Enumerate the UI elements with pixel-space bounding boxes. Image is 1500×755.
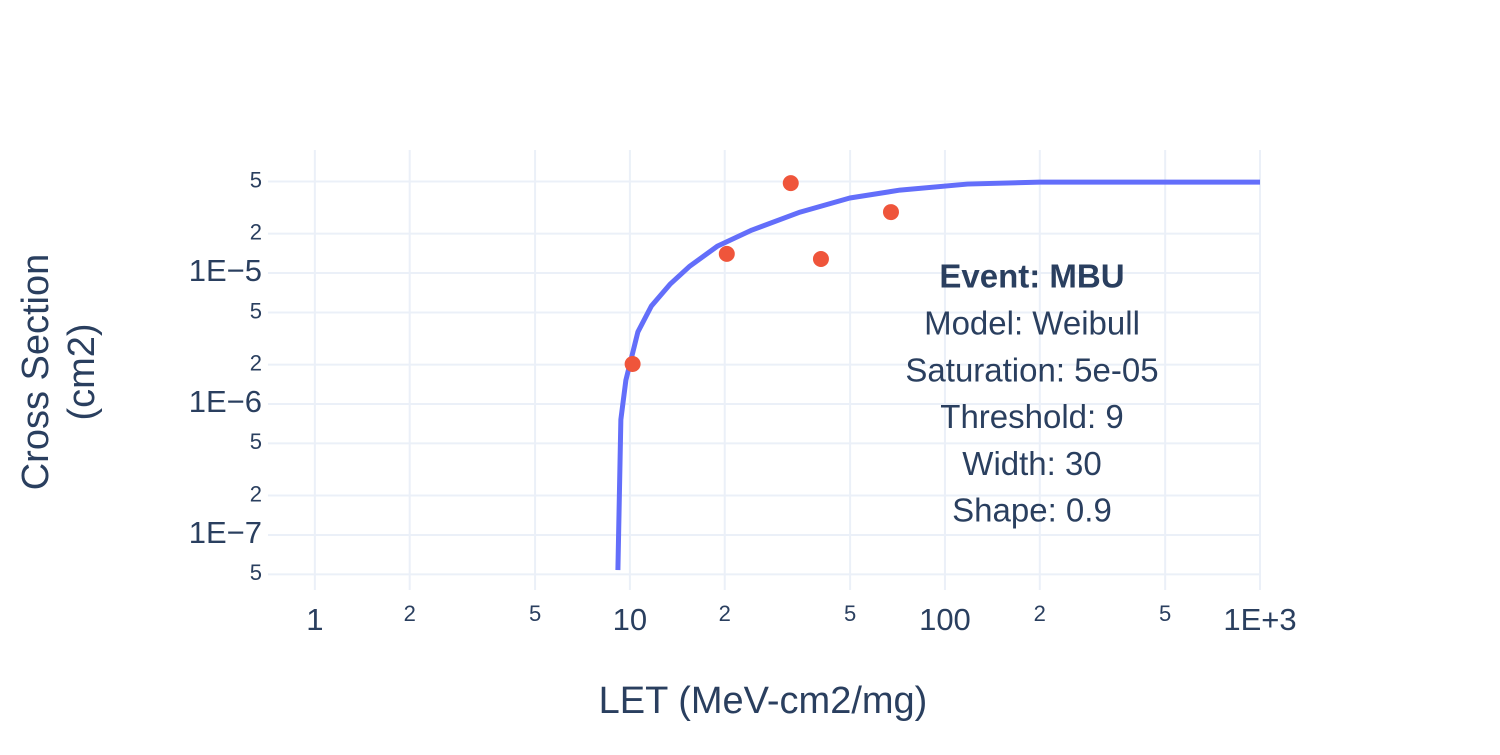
x-tick-label: 5 [529, 601, 541, 626]
annotation-line: Saturation: 5e-05 [905, 351, 1158, 388]
annotation-line: Threshold: 9 [940, 398, 1123, 435]
point [718, 245, 735, 262]
y-tick-label: 5 [250, 167, 262, 192]
x-tick-label: 2 [1034, 601, 1046, 626]
annotation-line: Shape: 0.9 [952, 492, 1112, 529]
x-tick-label: 2 [404, 601, 416, 626]
labels: 1 2 5 10 2 5 100 2 5 1E+3 5 1E−7 2 5 1E−6 2 5 1E−5 2 5 Event… [189, 167, 1297, 637]
annotation-line: Model: Weibull [924, 305, 1140, 342]
point [882, 204, 899, 221]
grid [268, 150, 1261, 590]
plot-marks [615, 175, 1260, 571]
y-tick-label: 1E−6 [189, 384, 262, 419]
y-tick-label: 2 [250, 350, 262, 375]
x-tick-label: 1E+3 [1223, 602, 1296, 637]
point [782, 175, 799, 192]
y-tick-label: 2 [250, 481, 262, 506]
y-tick-label: 5 [250, 429, 262, 454]
x-tick-label: 5 [844, 601, 856, 626]
y-tick-label: 1E−7 [189, 515, 262, 550]
y-axis-title-line: (cm2) [61, 323, 103, 420]
y-tick-label: 5 [250, 560, 262, 585]
annotation-line: Width: 30 [962, 445, 1101, 482]
x-tick-label: 1 [306, 602, 323, 637]
x-tick-label: 10 [613, 602, 647, 637]
annotation-line: Event: MBU [939, 258, 1124, 295]
x-tick-label: 5 [1159, 601, 1171, 626]
y-tick-label: 1E−5 [189, 253, 262, 288]
point [812, 251, 829, 268]
y-tick-label: 2 [250, 219, 262, 244]
x-tick-label: 2 [719, 601, 731, 626]
point [624, 356, 641, 373]
y-axis-title: Cross Section (cm2) [15, 254, 103, 491]
y-tick-label: 5 [250, 298, 262, 323]
y-axis-title-line: Cross Section [15, 254, 57, 491]
x-tick-label: 100 [919, 602, 971, 637]
x-axis-title: LET (MeV-cm2/mg) [599, 680, 928, 722]
